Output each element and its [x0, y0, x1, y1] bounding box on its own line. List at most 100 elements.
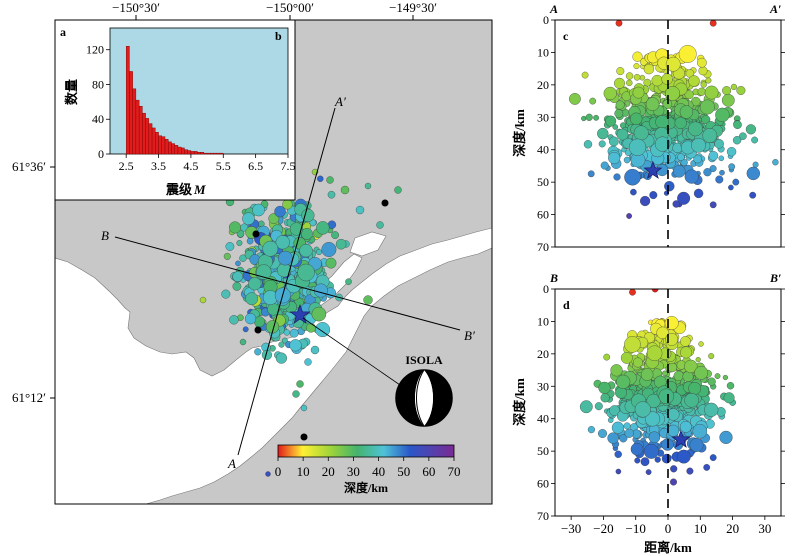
colorbar-tick-label: 10 — [297, 464, 310, 479]
profile-earthquake — [587, 170, 595, 178]
map-earthquake-unknown-depth — [381, 199, 389, 207]
profile-y-tick-label: 40 — [537, 143, 549, 157]
profile-earthquake — [614, 77, 625, 89]
profile-earthquake — [620, 352, 633, 364]
colorbar-tick-label: 70 — [448, 464, 461, 479]
profile-c-frame — [554, 19, 782, 248]
map-earthquake — [281, 337, 288, 344]
mechanism-leader-line — [302, 317, 401, 386]
map-earthquake — [331, 231, 339, 239]
map-earthquake — [363, 295, 373, 305]
profile-earthquake — [722, 374, 728, 381]
map-earthquake — [310, 345, 320, 355]
histogram-bar — [193, 151, 198, 155]
profile-earthquake — [632, 51, 643, 62]
profile-earthquake — [579, 400, 593, 414]
map-earthquake — [289, 339, 302, 352]
colorbar-tick-label: 30 — [347, 464, 360, 479]
profile-earthquake — [703, 464, 711, 471]
profile-earthquake — [600, 161, 609, 170]
map-earthquake — [345, 278, 352, 285]
panel-label-d: d — [563, 298, 570, 312]
profile-earthquake — [680, 346, 693, 359]
profile-earthquake — [661, 453, 672, 464]
histogram-bar — [219, 152, 224, 155]
profile-x-tick-label: −30 — [561, 521, 581, 536]
profile-earthquake — [609, 136, 619, 147]
profile-c-left-end: A — [549, 2, 558, 16]
colorbar-label: 深度/km — [344, 480, 388, 495]
colorbar-tick-label: 40 — [372, 464, 385, 479]
profile-earthquake — [679, 420, 692, 433]
profile-earthquake — [692, 423, 708, 439]
profile-earthquake — [709, 454, 717, 461]
profile-c-right-end: A′ — [769, 2, 781, 16]
profile-x-tick-label: 20 — [726, 521, 739, 536]
profile-earthquake — [749, 191, 757, 199]
profile-earthquake — [688, 382, 702, 395]
profile-y-tick-label: 20 — [537, 78, 549, 92]
map-earthquakes — [199, 142, 402, 477]
histogram-xlabel-var: M — [193, 182, 206, 197]
profile-y-tick-label: 10 — [537, 45, 549, 59]
profile-earthquake — [715, 175, 724, 184]
profile-earthquake — [726, 382, 735, 390]
profile-earthquake — [585, 113, 593, 121]
profile-earthquake — [630, 188, 637, 196]
map-earthquake — [301, 208, 315, 222]
profile-earthquake — [628, 138, 647, 156]
profile-earthquake — [693, 188, 704, 199]
profile-earthquake — [733, 120, 742, 129]
profile-earthquake — [640, 368, 654, 381]
map-earthquake — [394, 186, 402, 194]
profile-earthquake — [581, 115, 587, 122]
profile-earthquake — [611, 421, 624, 434]
focal-mechanism-beachball — [395, 369, 453, 427]
profile-earthquake — [664, 316, 679, 330]
map-earthquake — [321, 242, 337, 257]
map-earthquake — [311, 306, 327, 322]
profile-earthquake — [645, 469, 652, 475]
profile-earthquake — [610, 364, 623, 377]
histogram-bar — [213, 152, 217, 155]
profile-earthquake — [616, 374, 631, 389]
magnitude-histogram-inset: 2.5 3.5 4.5 5.5 6.5 7.5 0 40 80 120 a b 数量 震级 M — [54, 19, 296, 201]
histogram-bar — [164, 139, 169, 155]
profile-earthquake — [630, 442, 644, 456]
profile-y-tick-label: 50 — [537, 444, 549, 458]
profile-earthquake — [718, 155, 725, 162]
profile-earthquake — [665, 56, 681, 72]
profile-earthquake — [581, 71, 589, 79]
map-earthquake — [292, 390, 300, 398]
map-earthquake — [248, 277, 262, 291]
map-earthquake — [301, 228, 313, 240]
profile-earthquake — [597, 127, 609, 140]
histogram-bar — [203, 152, 208, 155]
profile-earthquake — [662, 370, 668, 377]
map-earthquake — [265, 471, 271, 477]
profile-earthquake — [640, 457, 650, 467]
profile-y-tick-label: 10 — [537, 314, 549, 328]
profile-earthquake — [691, 137, 706, 153]
profile-earthquake — [603, 353, 611, 361]
profile-panel-c: 0 10 20 30 40 50 60 70 A A′ c 深度/km — [512, 2, 785, 254]
map-earthquake — [223, 252, 231, 260]
profile-earthquake — [629, 289, 636, 296]
profile-earthquake — [728, 184, 734, 191]
histogram-bar — [177, 146, 182, 155]
map-earthquake — [232, 282, 242, 291]
profile-earthquake — [721, 93, 735, 107]
profile-end-b-prime: B′ — [464, 328, 475, 343]
profile-earthquake — [739, 132, 747, 140]
profile-earthquake — [697, 57, 707, 68]
lon-tick-3: −149°30′ — [389, 0, 437, 15]
profile-earthquake — [665, 86, 680, 101]
profile-earthquake — [745, 124, 756, 135]
profile-c-mainshock — [643, 160, 663, 179]
profile-earthquake — [677, 153, 685, 161]
profile-earthquake — [752, 161, 759, 168]
profile-y-tick-label: 30 — [537, 379, 549, 393]
histogram-xlabel: 震级 — [165, 182, 193, 197]
lon-tick-2: −150°00′ — [266, 0, 314, 15]
profile-earthquake — [598, 429, 607, 438]
